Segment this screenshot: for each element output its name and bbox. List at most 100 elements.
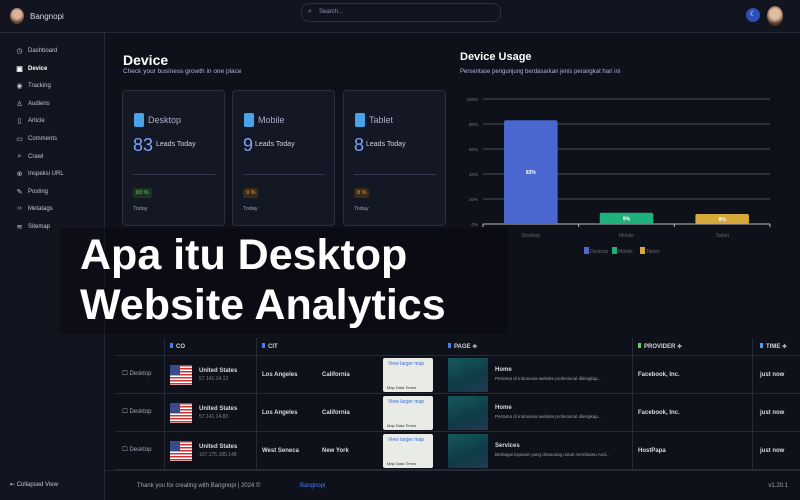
sidebar-item-posting[interactable]: ✎ Posting bbox=[16, 188, 48, 196]
map-embed[interactable]: View larger map Map Data Terms bbox=[383, 396, 433, 430]
legend-label[interactable]: Mobile bbox=[618, 249, 633, 255]
column-divider bbox=[256, 338, 257, 470]
column-header[interactable]: PROVIDER ≑ bbox=[638, 343, 682, 350]
sidebar-item-device[interactable]: ▣ Device bbox=[16, 65, 47, 73]
desktop-icon: 🖵 bbox=[122, 447, 128, 453]
legend-swatch[interactable] bbox=[640, 247, 645, 254]
view-larger-map-link[interactable]: View larger map bbox=[388, 361, 425, 367]
sidebar-item-metatags[interactable]: ‹› Metatags bbox=[16, 205, 53, 212]
usage-title: Device Usage bbox=[460, 51, 532, 63]
sidebar-item-sitemap[interactable]: ≋ Sitemap bbox=[16, 223, 50, 231]
header-marker bbox=[262, 343, 265, 348]
device-card-mobile: Mobile 9 Leads Today 9 % Today bbox=[232, 90, 335, 226]
bar-tablet[interactable] bbox=[695, 214, 749, 224]
column-header[interactable]: CO bbox=[170, 343, 185, 350]
globe-icon: ⊕ bbox=[16, 171, 23, 179]
page-title-cell[interactable]: Home bbox=[495, 405, 512, 411]
page-title-cell[interactable]: Services bbox=[495, 443, 520, 449]
device-card-tablet: Tablet 8 Leads Today 8 % Today bbox=[343, 90, 446, 226]
period-label: Today bbox=[354, 206, 369, 212]
column-header[interactable]: CIT bbox=[262, 343, 278, 350]
page-thumbnail[interactable] bbox=[448, 434, 488, 468]
city-cell: Los Angeles bbox=[262, 372, 298, 378]
header-label: CIT bbox=[268, 344, 278, 350]
footer-text: Thank you for creating with Bangnopi | 2… bbox=[137, 483, 261, 489]
map-embed[interactable]: View larger map Map Data Terms bbox=[383, 358, 433, 392]
table-row[interactable]: 🖵 Desktop United States 107.175.185.148 … bbox=[115, 432, 800, 470]
country-cell: United States bbox=[199, 406, 238, 412]
desktop-icon: 🖵 bbox=[122, 409, 128, 415]
y-tick-label: 100% bbox=[466, 97, 478, 102]
column-divider bbox=[752, 338, 753, 470]
bar-mobile[interactable] bbox=[599, 212, 654, 224]
leads-label: Leads Today bbox=[156, 141, 196, 148]
legend-swatch[interactable] bbox=[612, 247, 617, 254]
desktop-icon: 🖵 bbox=[122, 371, 128, 377]
layers-icon: ≋ bbox=[16, 224, 23, 231]
page-title-cell[interactable]: Home bbox=[495, 367, 512, 373]
brand[interactable]: Bangnopi bbox=[10, 8, 64, 24]
bar-desktop[interactable] bbox=[504, 120, 558, 224]
lead-count: 9 bbox=[243, 135, 254, 155]
region-cell: California bbox=[322, 410, 350, 416]
lead-count: 83 bbox=[133, 135, 154, 155]
device-usage-chart: 0% 20% 40% 60% 80% 100% 83% Desktop Desktop 9% Mob… bbox=[466, 97, 771, 255]
collapse-label: Collapsed View bbox=[16, 482, 58, 488]
sidebar-item-label: Article bbox=[28, 118, 45, 125]
search-placeholder: Search... bbox=[319, 9, 344, 15]
divider bbox=[354, 174, 436, 175]
percent-badge: 8 % bbox=[354, 188, 370, 198]
footer-link[interactable]: Bangnopi bbox=[300, 483, 326, 489]
edit-icon: ✎ bbox=[16, 188, 23, 196]
table-row[interactable]: 🖵 Desktop United States 57.141.14.83 Los… bbox=[115, 394, 800, 432]
dashboard-icon: ◷ bbox=[16, 48, 23, 55]
user-icon: ♙ bbox=[16, 100, 23, 108]
leads-label: Leads Today bbox=[366, 141, 406, 148]
code-icon: ‹› bbox=[17, 205, 22, 213]
sidebar-item-dashboard[interactable]: ◷ Dashboard bbox=[16, 47, 57, 55]
sidebar-item-label: Dashboard bbox=[28, 48, 58, 54]
sidebar-item-label: Metatags bbox=[28, 205, 53, 212]
provider-cell: HostPapa bbox=[638, 448, 666, 454]
map-embed[interactable]: View larger map Map Data Terms bbox=[383, 434, 433, 468]
data-label: 8% bbox=[719, 217, 727, 223]
column-header[interactable]: TIME ≑ bbox=[760, 343, 787, 350]
device-cell: Desktop bbox=[129, 447, 152, 453]
sidebar-item-label: Sitemap bbox=[28, 224, 51, 230]
legend-label[interactable]: Tablet bbox=[646, 249, 660, 255]
divider bbox=[243, 174, 325, 175]
period-label: Today bbox=[133, 206, 148, 212]
page-thumbnail[interactable] bbox=[448, 358, 488, 392]
header-marker bbox=[638, 343, 641, 348]
legend-swatch[interactable] bbox=[584, 247, 589, 254]
sidebar-item-crawl[interactable]: ⌕ Crawl bbox=[16, 153, 44, 161]
page-thumbnail[interactable] bbox=[448, 396, 488, 430]
overlay-line-2: Website Analytics bbox=[80, 281, 446, 329]
legend-label[interactable]: Desktop bbox=[590, 249, 609, 255]
view-larger-map-link[interactable]: View larger map bbox=[388, 437, 425, 443]
y-tick-label: 20% bbox=[469, 197, 478, 202]
collapse-view-button[interactable]: ⇤ Collapsed View bbox=[10, 482, 58, 488]
usage-subtitle: Persentase pengunjung berdasarkan jenis … bbox=[460, 69, 621, 75]
region-cell: California bbox=[322, 372, 350, 378]
us-flag-icon bbox=[170, 365, 192, 385]
ip-address: 57.141.14.83 bbox=[199, 414, 229, 420]
overlay-line-1: Apa itu Desktop bbox=[80, 231, 408, 279]
sidebar-item-article[interactable]: ▯ Article bbox=[16, 117, 45, 125]
data-label: 83% bbox=[526, 170, 537, 176]
user-avatar[interactable] bbox=[767, 6, 783, 26]
sidebar-item-inspeksi-url[interactable]: ⊕ Inspeksi URL bbox=[16, 170, 64, 178]
page-title: Device bbox=[123, 52, 169, 68]
card-title: Mobile bbox=[258, 115, 285, 125]
sidebar-item-tracking[interactable]: ◉ Tracking bbox=[16, 82, 50, 90]
column-header[interactable]: PAGE ≑ bbox=[448, 343, 477, 350]
sidebar-item-audiens[interactable]: ♙ Audiens bbox=[16, 100, 49, 108]
header-marker bbox=[170, 343, 173, 348]
us-flag-icon bbox=[170, 403, 192, 423]
table-row[interactable]: 🖵 Desktop United States 57.141.14.13 Los… bbox=[115, 356, 800, 394]
search-input[interactable]: ⌕ Search... bbox=[301, 3, 501, 22]
period-label: Today bbox=[243, 206, 258, 212]
view-larger-map-link[interactable]: View larger map bbox=[388, 399, 425, 405]
sidebar-item-comments[interactable]: ▭ Comments bbox=[16, 135, 57, 143]
theme-toggle-button[interactable]: ☾ bbox=[746, 8, 760, 22]
